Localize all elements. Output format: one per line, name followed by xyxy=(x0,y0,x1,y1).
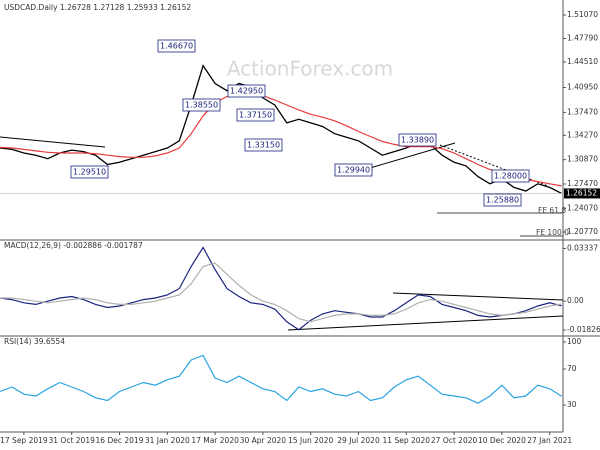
series-line xyxy=(0,246,562,331)
watermark: ActionForex.com xyxy=(227,57,393,81)
y-tick-label: 1.24070 xyxy=(567,203,598,212)
annotation: 1.33890 xyxy=(401,136,434,145)
y-tick-label: 1.44510 xyxy=(567,57,598,66)
trend-line xyxy=(392,292,564,301)
annotation: FE 61.8 xyxy=(538,206,566,215)
annotation-box xyxy=(244,138,283,152)
x-tick-label: 15 Jun 2020 xyxy=(288,436,333,445)
annotation: FE 100.0 xyxy=(536,228,569,237)
annotation: 1.25880 xyxy=(486,196,519,205)
y-tick-label: 1.47790 xyxy=(567,34,598,43)
trend-line xyxy=(369,142,456,169)
annotation-box xyxy=(398,133,437,147)
x-tick-label: 10 Dec 2020 xyxy=(478,436,526,445)
x-tick-label: 27 Oct 2020 xyxy=(431,436,478,445)
series-line xyxy=(0,354,562,404)
y-tick-label: 1.34270 xyxy=(567,130,598,139)
x-tick-label: 16 Dec 2019 xyxy=(96,436,144,445)
y-tick-label: -0.018262 xyxy=(567,325,600,334)
y-tick-label: 1.51070 xyxy=(567,10,598,19)
y-tick-label: 0.03337 xyxy=(567,243,598,252)
trend-line xyxy=(287,315,564,331)
annotation-box xyxy=(157,39,196,53)
annotation: 1.38550 xyxy=(185,101,218,110)
annotation-box xyxy=(70,165,109,179)
chart-title: RSI(14) 39.6554 xyxy=(4,337,65,346)
annotation: 1.33150 xyxy=(247,141,280,150)
y-tick-label: 1.40950 xyxy=(567,82,598,91)
y-tick-label: 1.37470 xyxy=(567,107,598,116)
y-tick-label: 100 xyxy=(567,337,582,346)
annotation-box xyxy=(491,169,530,183)
annotation-box xyxy=(236,108,275,122)
x-tick-label: 30 Apr 2020 xyxy=(240,436,287,445)
chart-title: USDCAD.Daily 1.26728 1.27128 1.25933 1.2… xyxy=(4,3,191,12)
series-line xyxy=(0,64,562,194)
price-tag-label: 1.26152 xyxy=(566,188,597,197)
annotation-box xyxy=(227,84,266,98)
y-tick-label: 0.00 xyxy=(567,296,584,305)
x-tick-label: 17 Mar 2020 xyxy=(191,436,239,445)
y-tick-label: 70 xyxy=(567,364,577,373)
annotation: 1.42950 xyxy=(230,87,263,96)
x-tick-label: 27 Jan 2021 xyxy=(527,436,572,445)
trend-line xyxy=(439,144,549,187)
y-tick-label: 30 xyxy=(567,400,577,409)
x-tick-label: 31 Oct 2019 xyxy=(49,436,96,445)
annotation: 1.29940 xyxy=(337,166,370,175)
x-tick-label: 31 Jan 2020 xyxy=(145,436,190,445)
x-tick-label: 29 Jul 2020 xyxy=(337,436,380,445)
annotation: 1.28000 xyxy=(494,172,527,181)
y-tick-label: 1.20770 xyxy=(567,227,598,236)
x-tick-label: 11 Sep 2020 xyxy=(383,436,431,445)
chart-title: MACD(12,26,9) -0.002886 -0.001787 xyxy=(4,241,143,250)
y-tick-label: 1.27470 xyxy=(567,179,598,188)
annotation: 1.37150 xyxy=(239,111,272,120)
annotation-box xyxy=(483,193,522,207)
price-tag xyxy=(564,188,600,199)
series-line xyxy=(0,92,562,187)
x-tick-label: 17 Sep 2019 xyxy=(0,436,48,445)
trend-line xyxy=(0,136,106,148)
annotation-box xyxy=(182,98,221,112)
annotation-box xyxy=(334,163,373,177)
series-line xyxy=(0,262,562,323)
annotation: 1.46670 xyxy=(160,42,193,51)
annotation: 1.29510 xyxy=(73,168,106,177)
y-tick-label: 1.30870 xyxy=(567,155,598,164)
